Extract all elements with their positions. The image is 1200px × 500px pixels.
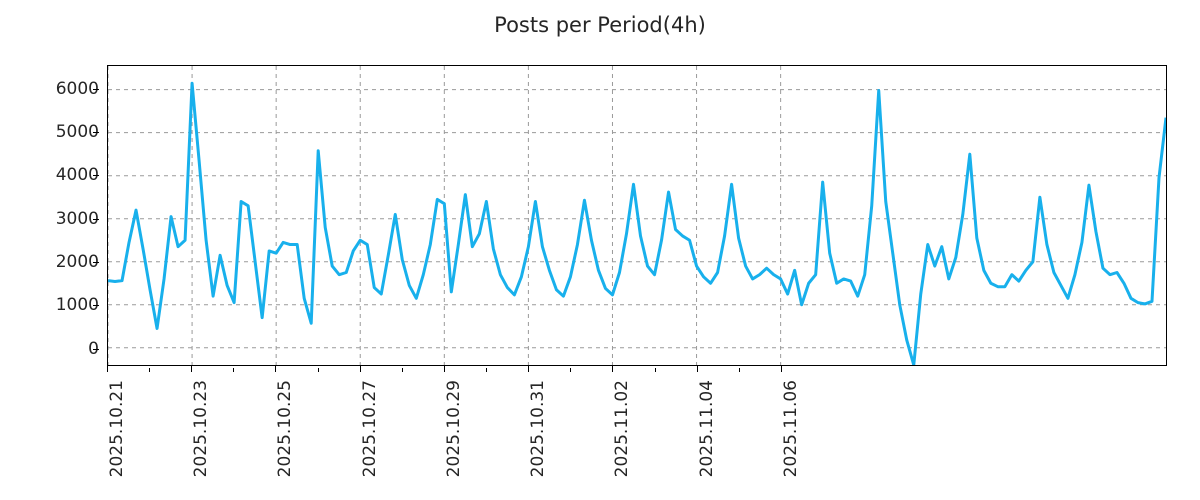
plot-area — [107, 65, 1167, 366]
x-minor-tick-mark — [570, 368, 572, 372]
x-tick-mark — [443, 365, 445, 372]
x-tick-mark — [359, 365, 361, 372]
x-tick-mark — [528, 365, 530, 372]
y-tick-label: 2000 — [55, 252, 99, 273]
grid-lines — [108, 66, 1166, 365]
y-tick-mark — [93, 348, 99, 350]
y-tick-mark — [93, 132, 99, 134]
x-tick-mark — [780, 365, 782, 372]
x-tick-label: 2025.11.06 — [780, 380, 801, 478]
x-tick-label: 2025.10.25 — [275, 380, 296, 478]
x-tick-label: 2025.10.31 — [528, 380, 549, 478]
y-axis: 0 1000 2000 3000 4000 5000 6000 — [0, 65, 99, 366]
x-tick-label: 2025.10.27 — [359, 380, 380, 478]
x-axis: 2025.10.21 2025.10.23 2025.10.25 2025.10.27… — [107, 365, 1167, 492]
y-tick-mark — [93, 175, 99, 177]
x-tick-label: 2025.11.04 — [696, 380, 717, 478]
y-tick-label: 5000 — [55, 122, 99, 143]
x-tick-mark — [191, 365, 193, 372]
series-posts-per-period — [108, 66, 1166, 365]
x-minor-tick-mark — [738, 368, 740, 372]
x-minor-tick-mark — [654, 368, 656, 372]
x-tick-mark — [612, 365, 614, 372]
x-tick-mark — [275, 365, 277, 372]
x-tick-label: 2025.10.29 — [443, 380, 464, 478]
x-minor-tick-mark — [233, 368, 235, 372]
y-tick-label: 1000 — [55, 295, 99, 316]
chart-title: Posts per Period(4h) — [494, 13, 706, 37]
x-minor-tick-mark — [317, 368, 319, 372]
x-minor-tick-mark — [486, 368, 488, 372]
y-tick-mark — [93, 305, 99, 307]
y-tick-label: 3000 — [55, 208, 99, 229]
x-tick-label: 2025.11.02 — [612, 380, 633, 478]
y-tick-label: 0 — [88, 338, 99, 359]
y-tick-label: 4000 — [55, 165, 99, 186]
y-tick-mark — [93, 218, 99, 220]
x-tick-mark — [696, 365, 698, 372]
x-tick-label: 2025.10.21 — [107, 380, 127, 478]
x-minor-tick-mark — [149, 368, 151, 372]
x-minor-tick-mark — [401, 368, 403, 372]
x-tick-mark — [107, 365, 108, 372]
y-tick-mark — [93, 262, 99, 264]
x-tick-label: 2025.10.23 — [191, 380, 212, 478]
y-tick-mark — [93, 88, 99, 90]
y-tick-label: 6000 — [55, 78, 99, 99]
